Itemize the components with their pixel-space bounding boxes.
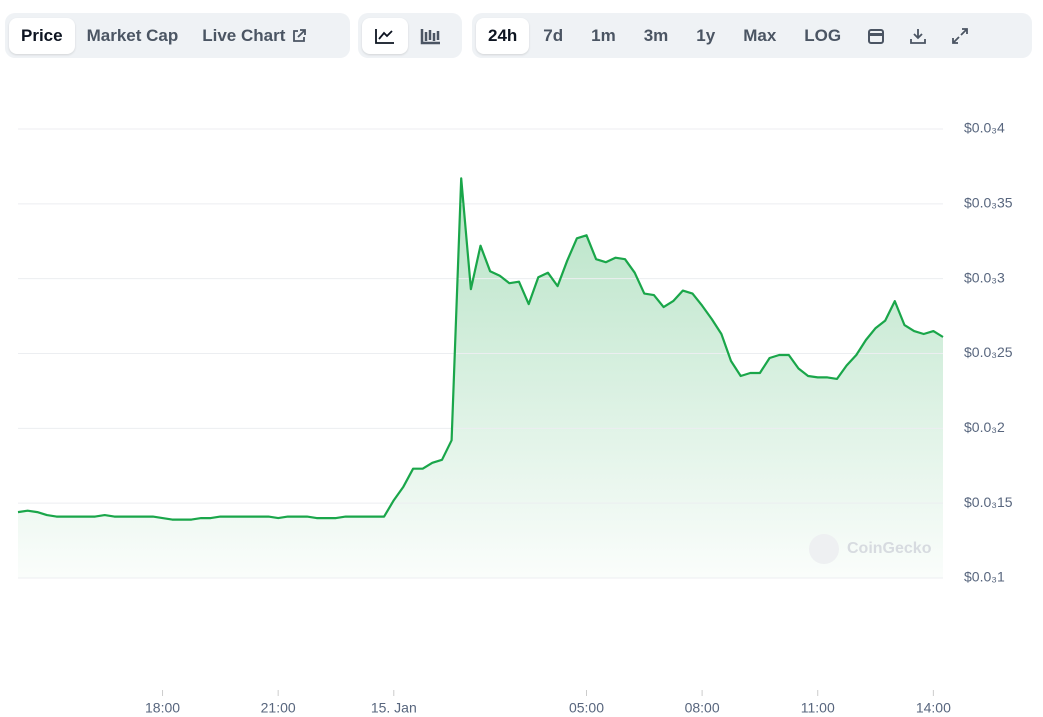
tab[interactable]: Live Chart (190, 18, 319, 54)
watermark-text: CoinGecko (847, 540, 932, 557)
x-tick-label: 05:00 (569, 700, 604, 716)
range-button[interactable]: 24h (476, 17, 530, 54)
x-tick-label: 14:00 (916, 700, 951, 716)
y-tick-label: $0.0₃1 (964, 569, 1005, 585)
fullscreen-button[interactable] (939, 18, 981, 54)
y-tick-label: $0.0₃15 (964, 494, 1013, 510)
range-button[interactable]: 7d (543, 25, 564, 45)
x-tick-label: 18:00 (145, 700, 180, 716)
watermark: CoinGecko (809, 534, 932, 564)
fullscreen-icon (952, 27, 969, 44)
candle-chart-button[interactable] (408, 18, 454, 54)
x-tick-label: 08:00 (685, 700, 720, 716)
tab-group: Price Market Cap Live Chart (5, 13, 350, 58)
download-button[interactable] (897, 18, 939, 54)
x-tick-label: 15. Jan (371, 700, 417, 716)
y-tick-label: $0.0₃2 (964, 419, 1005, 435)
line-icon (375, 28, 394, 44)
tab-label: Live Chart (202, 25, 286, 45)
line (17, 177, 944, 521)
range-group: 24h 7d 1m 3m 1y Max LOG (472, 13, 1032, 58)
y-tick-label: $0.0₃25 (964, 344, 1013, 360)
tab[interactable]: Market Cap (86, 25, 179, 45)
candle-icon (420, 28, 440, 44)
y-tick-label: $0.0₃35 (964, 195, 1013, 211)
calendar-icon (868, 28, 885, 44)
log-button[interactable]: LOG (804, 25, 842, 45)
range-button[interactable]: Max (743, 25, 777, 45)
y-tick-label: $0.0₃3 (964, 269, 1005, 285)
range-button[interactable]: 1m (591, 25, 616, 45)
line-chart-button[interactable] (362, 17, 408, 54)
calendar-button[interactable] (855, 18, 897, 54)
range-button[interactable]: 3m (643, 25, 669, 45)
x-tick-label: 21:00 (261, 700, 296, 716)
tab[interactable]: Price (9, 17, 75, 54)
x-tick-label: 11:00 (801, 700, 835, 716)
area (18, 178, 943, 578)
range-button[interactable]: 1y (696, 25, 716, 45)
external-icon (293, 28, 307, 42)
download-icon (910, 28, 927, 44)
chart-style-group (358, 13, 462, 58)
y-tick-label: $0.0₃4 (964, 120, 1005, 136)
